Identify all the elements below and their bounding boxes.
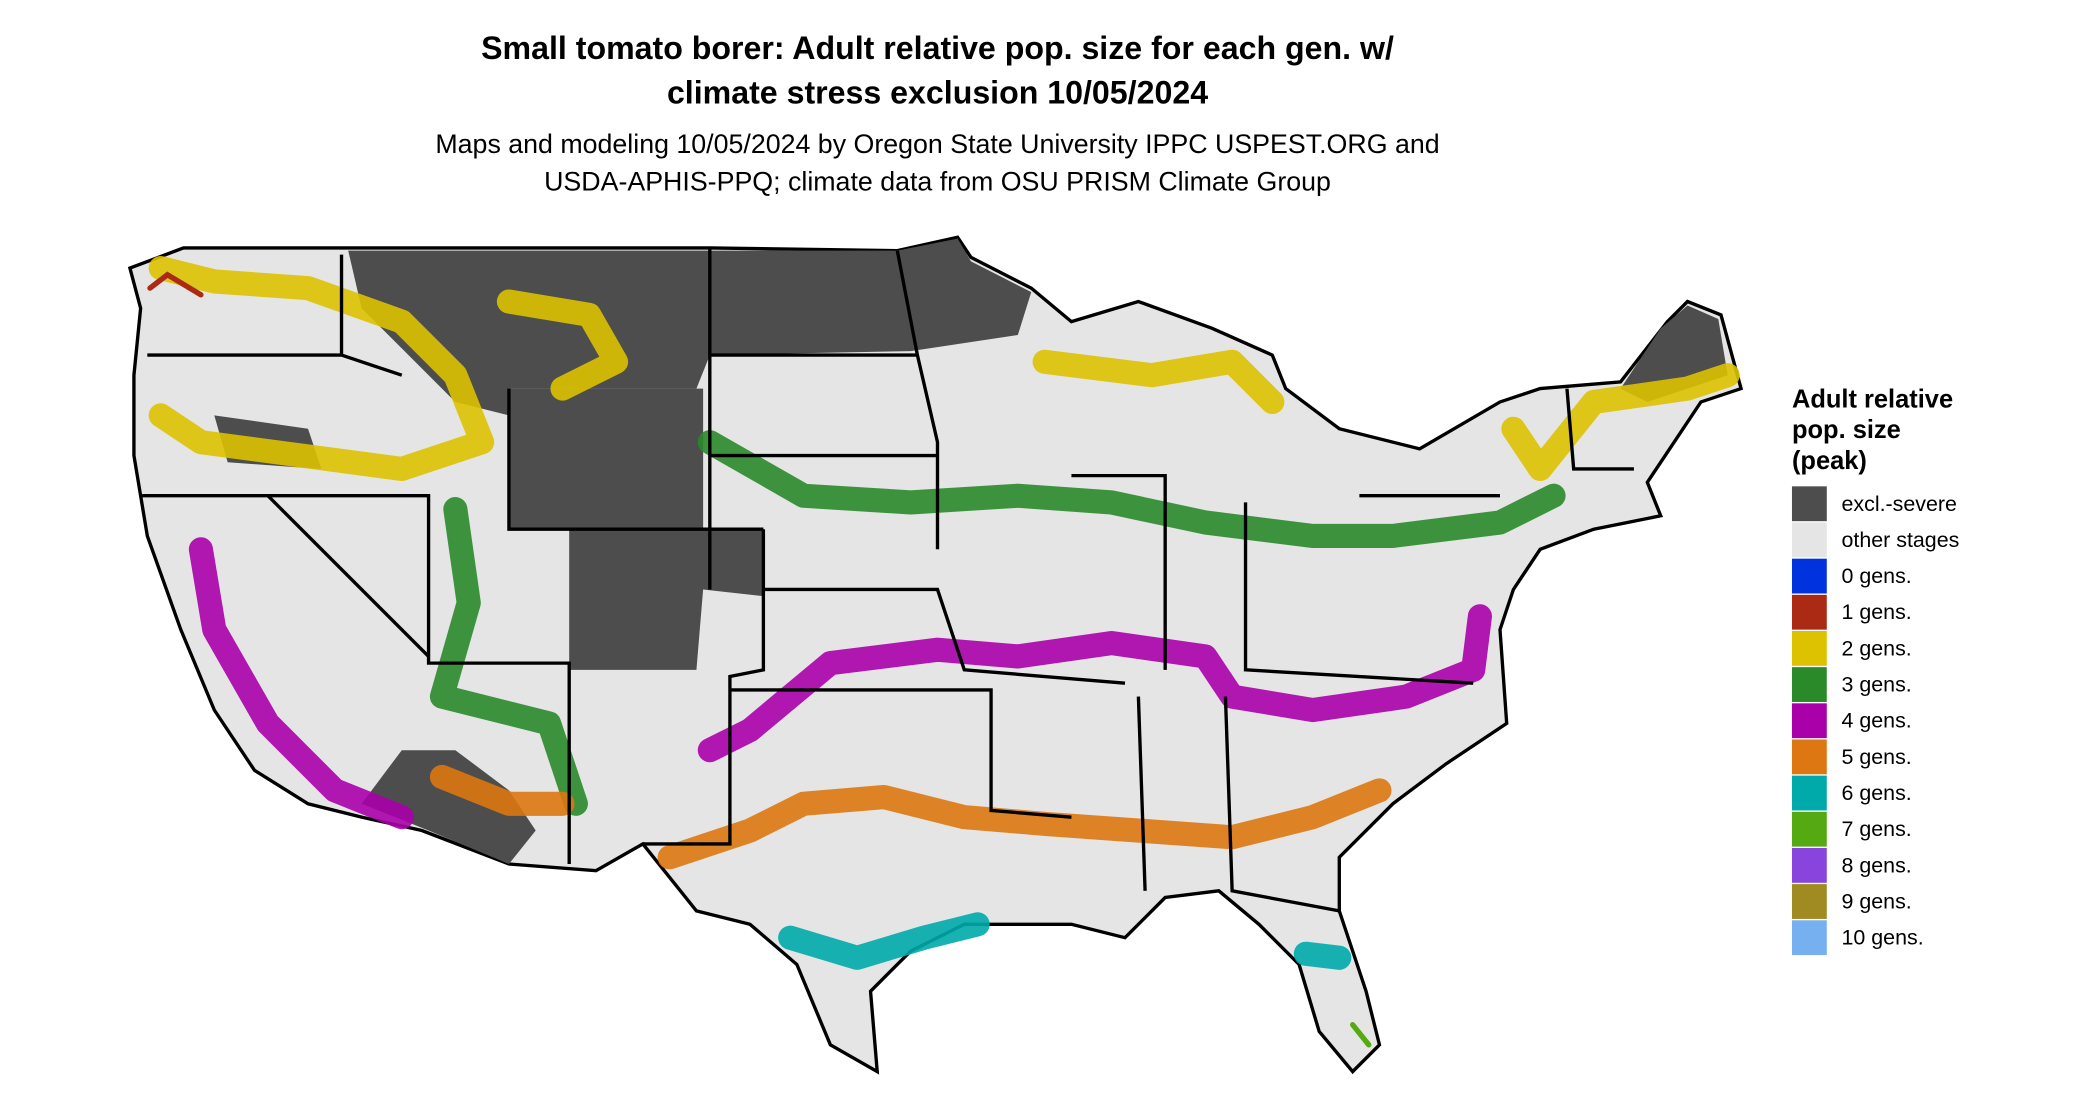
title-line: Small tomato borer: Adult relative pop. … (481, 30, 1394, 66)
legend-swatch (1791, 847, 1827, 883)
us-map (127, 235, 1744, 1075)
region (1350, 1022, 1372, 1048)
legend-label: 2 gens. (1842, 636, 1912, 660)
legend-label: 1 gens. (1842, 600, 1912, 624)
legend-label: 4 gens. (1842, 709, 1912, 733)
region (429, 764, 575, 816)
region (1293, 941, 1352, 970)
legend-title-line: Adult relative (1792, 385, 1953, 413)
legend-label: 5 gens. (1842, 745, 1912, 769)
state-borders (140, 247, 1634, 913)
region (1501, 363, 1740, 481)
region (1032, 349, 1285, 415)
region (697, 604, 1492, 763)
legend-label: 6 gens. (1842, 781, 1912, 805)
legend-label: excl.-severe (1842, 492, 1957, 516)
region (778, 912, 990, 970)
legend-label: 7 gens. (1842, 817, 1912, 841)
legend: Adult relative pop. size (peak) excl.-se… (1791, 385, 1960, 956)
region (348, 238, 1032, 416)
region (361, 750, 536, 865)
region (657, 778, 1392, 870)
legend-swatch (1791, 486, 1827, 522)
title-line: climate stress exclusion 10/05/2024 (667, 74, 1208, 110)
legend-label: other stages (1842, 528, 1960, 552)
region (429, 497, 588, 816)
region (697, 430, 1566, 548)
region (188, 537, 414, 830)
legend-swatch (1791, 522, 1827, 558)
legend-label: 8 gens. (1842, 853, 1912, 877)
legend-swatch (1791, 667, 1827, 702)
legend-title-line: (peak) (1792, 447, 1867, 475)
legend-swatch (1791, 884, 1827, 919)
region (496, 289, 629, 401)
legend-swatch (1791, 811, 1827, 847)
legend-swatch (1791, 775, 1827, 811)
legend-swatch (1791, 558, 1827, 594)
subtitle-line: USDA-APHIS-PPQ; climate data from OSU PR… (544, 166, 1331, 196)
legend-swatch (1791, 594, 1827, 630)
legend-swatch (1791, 739, 1827, 775)
legend-swatch (1791, 630, 1827, 666)
subtitle-line: Maps and modeling 10/05/2024 by Oregon S… (435, 129, 1439, 159)
legend-swatch (1791, 703, 1827, 739)
legend-title-line: pop. size (1792, 416, 1901, 444)
legend-label: 9 gens. (1842, 890, 1912, 914)
legend-swatch (1791, 920, 1827, 956)
legend-label: 3 gens. (1842, 673, 1912, 697)
legend-label: 0 gens. (1842, 564, 1912, 588)
region (148, 255, 495, 481)
legend-label: 10 gens. (1842, 926, 1924, 950)
region (147, 271, 204, 298)
